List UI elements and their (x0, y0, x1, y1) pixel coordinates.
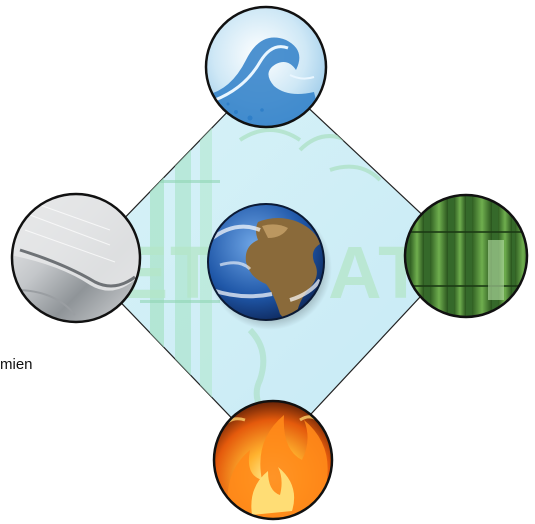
left-side-label: mien (0, 356, 33, 373)
metal-surface-icon (12, 195, 140, 316)
bamboo-wood-icon (405, 195, 527, 317)
water-node (204, 5, 328, 129)
metal-node (10, 192, 142, 324)
earth-node (207, 203, 332, 330)
wood-node (403, 193, 529, 319)
bamboo-watermark-icon (140, 90, 382, 450)
water-wave-icon (206, 37, 324, 127)
fire-node (212, 399, 334, 521)
